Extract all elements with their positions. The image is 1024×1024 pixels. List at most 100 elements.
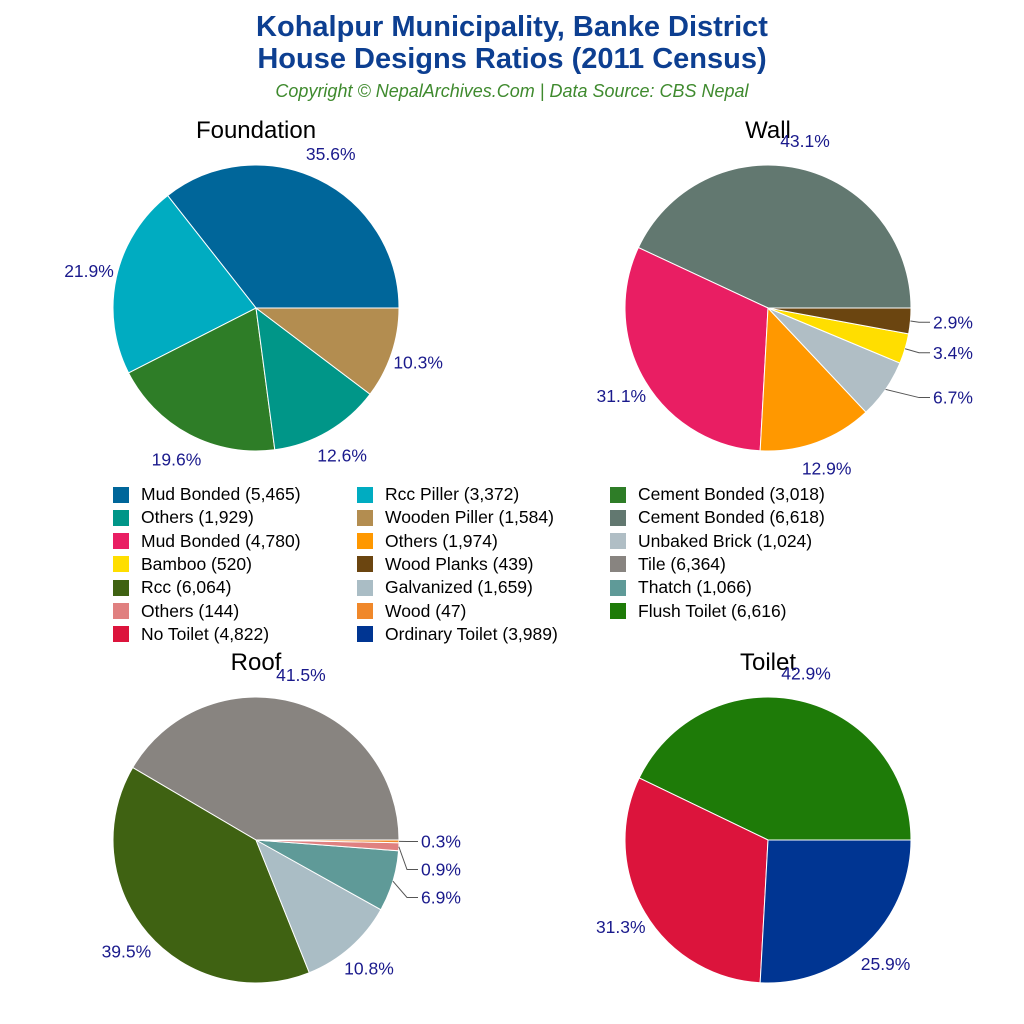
legend-label: Wood (47) <box>385 600 467 621</box>
pie-data-label: 0.3% <box>421 831 461 851</box>
legend-label: Mud Bonded (5,465) <box>141 484 301 504</box>
legend-label: Bamboo (520) <box>141 553 252 574</box>
leader-line <box>910 320 930 323</box>
pie-slice-tile <box>132 696 400 841</box>
pie-data-label: 10.8% <box>344 958 394 978</box>
leader-line <box>398 846 418 870</box>
pie-title: Foundation <box>196 117 316 144</box>
pie-slice-wooden-piller <box>254 307 400 395</box>
chart-title-line2: House Designs Ratios (2011 Census) <box>257 43 767 75</box>
pie-slice-cement-bonded <box>127 307 276 452</box>
legend-item: Others (1,929) <box>113 507 254 528</box>
pie-data-label: 19.6% <box>152 449 202 469</box>
legend-swatch <box>113 603 129 619</box>
pie-data-label: 12.9% <box>802 459 852 479</box>
pie-data-label: 21.9% <box>64 261 114 281</box>
legend-item: Others (144) <box>113 601 239 622</box>
legend-label: Mud Bonded (4,780) <box>141 530 301 551</box>
legend-label: No Toilet (4,822) <box>141 623 270 644</box>
pie-data-label: 10.3% <box>393 352 443 372</box>
legend-label: Wooden Piller (1,584) <box>385 507 554 528</box>
legend-swatch <box>357 603 373 619</box>
legend-label: Others (1,929) <box>141 507 254 528</box>
pie-data-label: 43.1% <box>780 131 830 151</box>
leader-line <box>885 388 930 399</box>
legend-label: Galvanized (1,659) <box>385 577 533 598</box>
legend-item: Cement Bonded (3,018) <box>610 484 825 505</box>
pie-data-label: 6.7% <box>933 388 973 408</box>
legend-item: Galvanized (1,659) <box>357 577 533 598</box>
pie-data-label: 3.4% <box>933 343 973 363</box>
legend-label: Rcc (6,064) <box>141 577 232 598</box>
legend-label: Rcc Piller (3,372) <box>385 484 520 504</box>
pie-slice-rcc <box>112 766 310 984</box>
legend-label: Ordinary Toilet (3,989) <box>385 623 558 644</box>
legend-swatch <box>357 509 373 526</box>
pie-slice-cement-bonded <box>637 164 912 309</box>
pie-slice-no-toilet <box>624 777 769 984</box>
pie-title: Wall <box>745 117 791 144</box>
leader-line <box>392 880 418 898</box>
pie-data-label: 42.9% <box>781 663 831 683</box>
legend-label: Thatch (1,066) <box>638 577 752 598</box>
legend-item: Tile (6,364) <box>610 554 726 575</box>
legend-swatch <box>610 603 626 619</box>
pie-slice-others <box>759 306 867 452</box>
pie-slice-mud-bonded <box>166 164 400 309</box>
pie-data-label: 2.9% <box>933 312 973 332</box>
legend-item: Mud Bonded (5,465) <box>113 484 301 505</box>
pie-slice-wood-planks <box>767 307 912 335</box>
legend-item: Flush Toilet (6,616) <box>610 601 787 622</box>
legend-swatch <box>610 533 626 550</box>
legend-label: Flush Toilet (6,616) <box>638 600 787 621</box>
legend-label: Tile (6,364) <box>638 553 726 574</box>
legend-item: Thatch (1,066) <box>610 577 752 598</box>
legend-item: Bamboo (520) <box>113 554 252 575</box>
legend-label: Cement Bonded (6,618) <box>638 507 825 528</box>
legend-swatch <box>357 486 373 503</box>
legend-swatch <box>610 579 626 596</box>
legend-label: Others (144) <box>141 600 240 621</box>
chart-subtitle: Copyright © NepalArchives.Com | Data Sou… <box>275 81 749 101</box>
legend-item: Cement Bonded (6,618) <box>610 507 825 528</box>
legend-item: Wooden Piller (1,584) <box>357 507 554 528</box>
pie-data-label: 31.3% <box>596 917 646 937</box>
legend-item: Wood (47) <box>357 601 466 622</box>
legend-label: Unbaked Brick (1,024) <box>638 530 813 551</box>
pie-slice-ordinary-toilet <box>759 839 912 984</box>
leader-line <box>904 348 930 354</box>
pie-data-label: 41.5% <box>276 665 326 685</box>
pie-data-label: 25.9% <box>861 954 911 974</box>
legend-item: No Toilet (4,822) <box>113 624 269 645</box>
legend-swatch <box>113 509 129 526</box>
legend-label: Wood Planks (439) <box>385 553 534 574</box>
legend-item: Ordinary Toilet (3,989) <box>357 624 558 645</box>
pie-title: Roof <box>231 649 282 676</box>
pie-data-label: 0.9% <box>421 859 461 879</box>
pie-data-label: 35.6% <box>306 144 356 164</box>
legend-item: Mud Bonded (4,780) <box>113 531 301 552</box>
pie-data-label: 39.5% <box>102 942 152 962</box>
legend-item: Rcc Piller (3,372) <box>357 484 519 505</box>
legend-item: Wood Planks (439) <box>357 554 534 575</box>
chart-title-line1: Kohalpur Municipality, Banke District <box>256 11 768 43</box>
legend-item: Rcc (6,064) <box>113 577 231 598</box>
legend-swatch <box>610 509 626 526</box>
legend-item: Others (1,974) <box>357 531 498 552</box>
legend-label: Others (1,974) <box>385 530 498 551</box>
legend-swatch <box>357 556 373 573</box>
legend-swatch <box>357 579 373 596</box>
legend-swatch <box>113 626 129 643</box>
legend-swatch <box>113 579 129 596</box>
pie-data-label: 12.6% <box>317 446 367 466</box>
legend-swatch <box>113 556 129 573</box>
legend-swatch <box>610 486 626 503</box>
pie-data-label: 31.1% <box>597 386 647 406</box>
legend-label: Cement Bonded (3,018) <box>638 484 825 504</box>
pie-title: Toilet <box>740 649 796 676</box>
pie-slice-rcc-piller <box>112 194 257 374</box>
legend-swatch <box>113 533 129 550</box>
legend-swatch <box>113 486 129 503</box>
